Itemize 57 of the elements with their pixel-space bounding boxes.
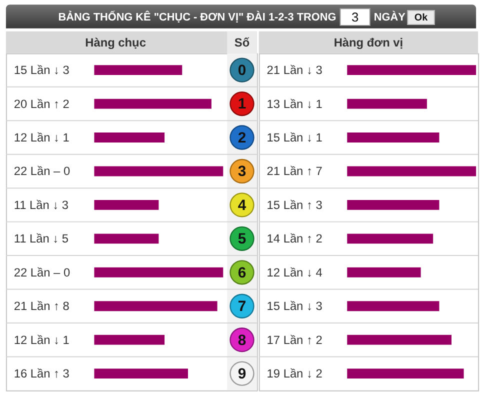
data-label: 12 Lần ↓ 1 bbox=[14, 332, 70, 347]
chart-title: Hàng đơn vị bbox=[334, 35, 404, 50]
data-label: 11 Lần ↓ 5 bbox=[14, 232, 69, 246]
data-label: 11 Lần ↓ 3 bbox=[14, 198, 69, 212]
text: BẢNG THỐNG KÊ "CHỤC - ĐƠN VỊ" ĐÀI 1-2-3 TRONG bbox=[58, 10, 336, 24]
y-tick-label: 0 bbox=[238, 63, 246, 80]
y-axis-title: Số bbox=[234, 35, 250, 50]
data-label: 19 Lần ↓ 2 bbox=[266, 366, 323, 381]
bar bbox=[94, 234, 159, 244]
bar bbox=[94, 166, 224, 176]
bar bbox=[347, 368, 464, 379]
data-label: 21 Lần ↑ 8 bbox=[14, 299, 70, 314]
bar bbox=[347, 267, 421, 278]
y-tick-label: 3 bbox=[238, 164, 246, 180]
y-tick-label: 4 bbox=[238, 198, 247, 214]
bar bbox=[94, 65, 182, 76]
bar bbox=[347, 98, 427, 109]
bar bbox=[94, 301, 218, 312]
y-tick-label: 8 bbox=[238, 332, 246, 349]
y-tick-label: 7 bbox=[238, 299, 246, 316]
bar bbox=[94, 267, 224, 278]
bar bbox=[347, 65, 476, 76]
data-label: 15 Lần ↑ 3 bbox=[266, 198, 323, 212]
bar bbox=[347, 166, 476, 176]
data-label: 21 Lần ↑ 7 bbox=[266, 164, 323, 178]
bar bbox=[94, 132, 165, 142]
data-label: 22 Lần – 0 bbox=[14, 164, 70, 178]
bar bbox=[347, 334, 452, 345]
data-label: 12 Lần ↓ 1 bbox=[14, 130, 70, 144]
data-label: 15 Lần ↓ 1 bbox=[266, 130, 323, 144]
y-tick-label: 5 bbox=[238, 232, 246, 248]
bar bbox=[94, 200, 159, 210]
y-tick-label: 1 bbox=[238, 96, 246, 113]
data-label: 22 Lần – 0 bbox=[14, 265, 70, 280]
y-tick-label: 9 bbox=[238, 366, 246, 383]
text: NGÀY bbox=[374, 10, 406, 24]
data-label: 15 Lần ↓ 3 bbox=[14, 63, 70, 78]
bar bbox=[347, 301, 440, 312]
y-tick-label: 6 bbox=[238, 265, 246, 282]
data-label: 20 Lần ↑ 2 bbox=[14, 96, 70, 111]
chart-title: Hàng chục bbox=[85, 35, 146, 50]
bar bbox=[347, 200, 440, 210]
bar bbox=[347, 234, 434, 244]
text: Ok bbox=[414, 12, 428, 24]
y-tick-label: 2 bbox=[238, 130, 246, 146]
bar bbox=[94, 334, 165, 345]
bar bbox=[347, 132, 440, 142]
data-label: 15 Lần ↓ 3 bbox=[266, 299, 323, 314]
bar bbox=[94, 368, 188, 379]
text: 3 bbox=[351, 9, 359, 24]
data-label: 13 Lần ↓ 1 bbox=[266, 96, 323, 111]
data-label: 17 Lần ↑ 2 bbox=[266, 332, 323, 347]
data-label: 21 Lần ↓ 3 bbox=[266, 63, 323, 78]
bar bbox=[94, 98, 212, 109]
data-label: 16 Lần ↑ 3 bbox=[14, 366, 70, 381]
data-label: 12 Lần ↓ 4 bbox=[266, 265, 323, 280]
data-label: 14 Lần ↑ 2 bbox=[266, 232, 323, 246]
